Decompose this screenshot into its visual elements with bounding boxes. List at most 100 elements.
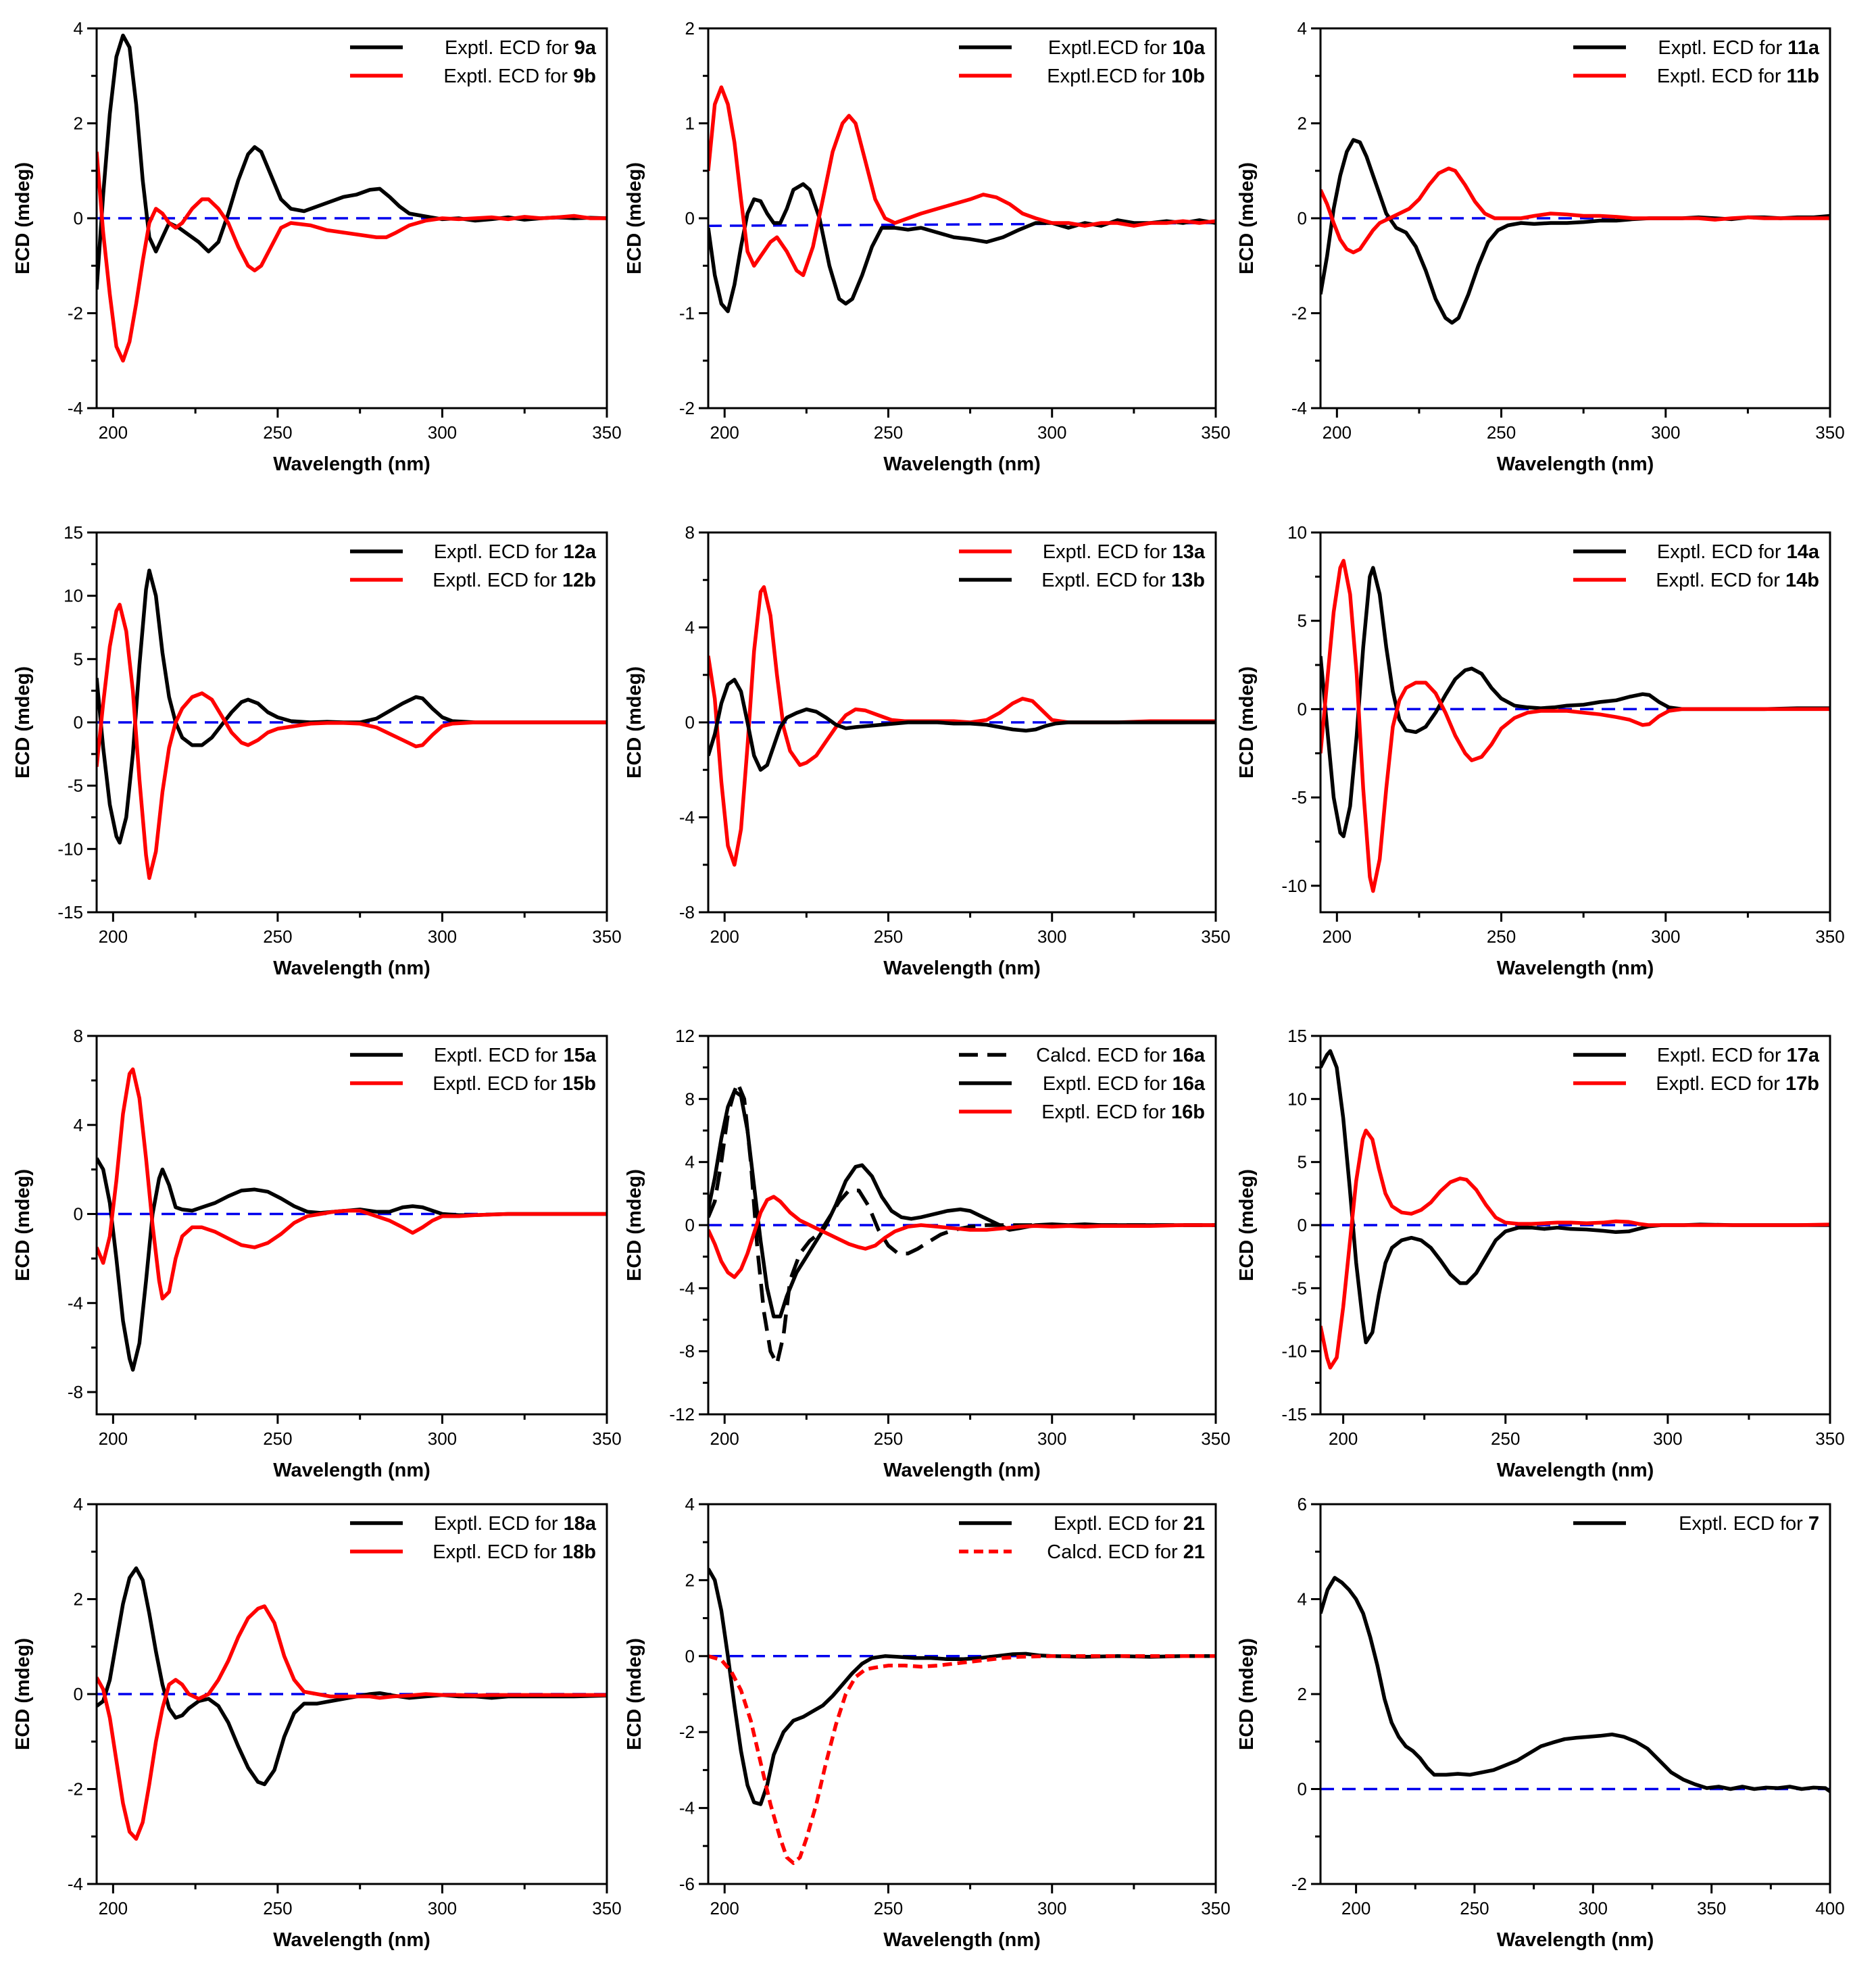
legend-label-compound: 13b: [1171, 570, 1205, 591]
legend-label-compound: 7: [1808, 1513, 1819, 1535]
x-tick-label: 300: [1037, 1429, 1066, 1449]
y-axis-title: ECD (mdeg): [1236, 1169, 1258, 1281]
legend-label-prefix: Exptl. ECD for: [1658, 37, 1787, 59]
y-tick-label: 4: [1298, 1589, 1307, 1610]
legend-label-compound: 9b: [573, 66, 596, 87]
y-tick-label: -2: [1291, 303, 1307, 324]
x-tick-label: 250: [874, 1898, 903, 1918]
legend-label-prefix: Exptl. ECD for: [1657, 1045, 1787, 1066]
y-tick-label: -4: [679, 1798, 695, 1818]
x-tick-label: 250: [874, 926, 903, 947]
legend-label: Exptl.ECD for 10b: [1047, 66, 1205, 87]
legend-label-prefix: Exptl. ECD for: [1041, 1101, 1171, 1123]
y-axis-title: ECD (mdeg): [12, 1169, 34, 1281]
x-axis-title: Wavelength (nm): [273, 1929, 430, 1951]
x-tick-label: 200: [1323, 926, 1352, 947]
y-tick-label: -8: [679, 1341, 695, 1362]
x-tick-label: 350: [1697, 1898, 1726, 1918]
legend-label: Exptl. ECD for 11a: [1658, 37, 1819, 59]
y-tick-label: -6: [679, 1874, 695, 1894]
x-tick-label: 300: [1037, 1898, 1066, 1918]
y-tick-label: -10: [1281, 1341, 1307, 1362]
legend-label-prefix: Exptl. ECD for: [1656, 1073, 1785, 1095]
legend-label: Exptl. ECD for 18a: [434, 1513, 597, 1535]
legend-label-prefix: Exptl. ECD for: [433, 1073, 562, 1095]
y-tick-label: 2: [74, 114, 83, 134]
y-tick-label: 2: [1298, 1684, 1307, 1704]
series-line-14b-1: [1320, 559, 1830, 893]
x-axis-title: Wavelength (nm): [883, 958, 1041, 979]
y-tick-label: 2: [685, 1570, 695, 1590]
legend-label-prefix: Exptl.ECD for: [1048, 37, 1172, 59]
y-tick-label: 0: [74, 712, 83, 733]
x-tick-label: 300: [428, 1429, 457, 1449]
y-tick-label: 8: [685, 1089, 695, 1109]
x-tick-label: 200: [99, 926, 128, 947]
x-tick-label: 300: [1651, 422, 1680, 443]
y-tick-label: -4: [68, 398, 83, 418]
x-tick-label: 200: [710, 926, 739, 947]
y-tick-label: 2: [685, 18, 695, 39]
y-tick-label: 10: [64, 586, 83, 606]
x-tick-label: 250: [263, 926, 292, 947]
x-tick-label: 300: [1653, 1429, 1682, 1449]
y-tick-label: -4: [68, 1874, 83, 1894]
legend-label-compound: 11a: [1787, 37, 1820, 59]
y-tick-label: -4: [68, 1293, 83, 1313]
x-tick-label: 250: [263, 1429, 292, 1449]
y-tick-label: -1: [679, 303, 695, 324]
legend-label: Exptl. ECD for 16a: [1043, 1073, 1206, 1095]
y-tick-label: 12: [675, 1026, 695, 1046]
chart-panel-21: 200 250 300 350 -6 -4 -2 0 2 4 Wavelength (nm) ECD …: [624, 1494, 1231, 1951]
legend-label-compound: 10a: [1172, 37, 1206, 59]
y-axis-title: ECD (mdeg): [624, 162, 645, 274]
x-axis-title: Wavelength (nm): [273, 453, 430, 475]
x-tick-label: 300: [428, 422, 457, 443]
legend-label-compound: 15a: [564, 1045, 597, 1066]
legend-label: Calcd. ECD for 21: [1047, 1541, 1205, 1563]
legend-label-compound: 12b: [562, 570, 596, 591]
x-tick-label: 300: [1651, 926, 1680, 947]
legend-label: Exptl. ECD for 12b: [433, 570, 596, 591]
y-tick-label: 10: [1287, 522, 1307, 543]
legend-label: Calcd. ECD for 16a: [1036, 1045, 1206, 1066]
legend-label-prefix: Exptl. ECD for: [1043, 1073, 1172, 1095]
legend-label-prefix: Exptl. ECD for: [434, 1045, 564, 1066]
series-line-16b-2: [708, 1195, 1216, 1279]
y-tick-label: 4: [1298, 18, 1307, 39]
legend-label-compound: 16a: [1172, 1045, 1206, 1066]
series-line-17b-1: [1320, 1128, 1830, 1370]
y-tick-label: 15: [1287, 1026, 1307, 1046]
legend-label: Exptl. ECD for 13a: [1043, 541, 1206, 563]
legend-label: Exptl. ECD for 9a: [445, 37, 597, 59]
x-tick-label: 200: [710, 1898, 739, 1918]
y-tick-label: 2: [1298, 114, 1307, 134]
legend-label-prefix: Exptl. ECD for: [445, 37, 574, 59]
x-axis-title: Wavelength (nm): [273, 1460, 430, 1481]
x-axis-title: Wavelength (nm): [883, 1929, 1041, 1951]
y-tick-label: 1: [685, 114, 695, 134]
series-line-12b-1: [97, 603, 607, 880]
series-line-7-0: [1320, 1576, 1830, 1793]
legend-label-compound: 9a: [574, 37, 597, 59]
x-tick-label: 200: [710, 1429, 739, 1449]
plot-frame: [95, 1035, 608, 1416]
legend-label-compound: 17b: [1785, 1073, 1819, 1095]
chart-panel-16: 200 250 300 350 -12 -8 -4 0 4 8 12 Wavelength (nm) E…: [624, 1026, 1231, 1481]
legend-label-prefix: Calcd. ECD for: [1036, 1045, 1172, 1066]
y-axis-title: ECD (mdeg): [12, 1638, 34, 1750]
y-tick-label: 5: [1298, 611, 1307, 631]
y-tick-label: -4: [679, 808, 695, 828]
x-tick-label: 350: [592, 1898, 621, 1918]
legend-label-compound: 14b: [1785, 570, 1819, 591]
chart-panel-12: 200 250 300 350 -15 -10 -5 0 5 10 15 Wavelength (nm…: [12, 522, 622, 979]
y-tick-label: 4: [685, 618, 695, 638]
x-axis-title: Wavelength (nm): [1497, 453, 1654, 475]
legend-label: Exptl. ECD for 14b: [1656, 570, 1819, 591]
y-tick-label: -4: [679, 1278, 695, 1298]
